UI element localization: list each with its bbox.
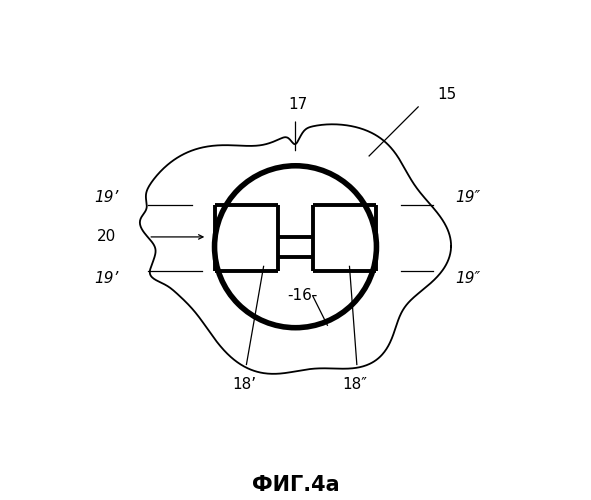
Text: 19″: 19″ xyxy=(455,271,480,286)
Text: ФИГ.4а: ФИГ.4а xyxy=(252,475,339,495)
Text: -16-: -16- xyxy=(288,288,318,304)
Text: 19’: 19’ xyxy=(95,271,119,286)
Text: 15: 15 xyxy=(438,87,457,102)
Text: 17: 17 xyxy=(288,97,307,112)
Text: 19″: 19″ xyxy=(455,190,480,205)
Text: 20: 20 xyxy=(97,230,116,244)
Text: 19’: 19’ xyxy=(95,190,119,205)
Text: 18″: 18″ xyxy=(342,377,367,392)
Text: 18’: 18’ xyxy=(232,377,256,392)
